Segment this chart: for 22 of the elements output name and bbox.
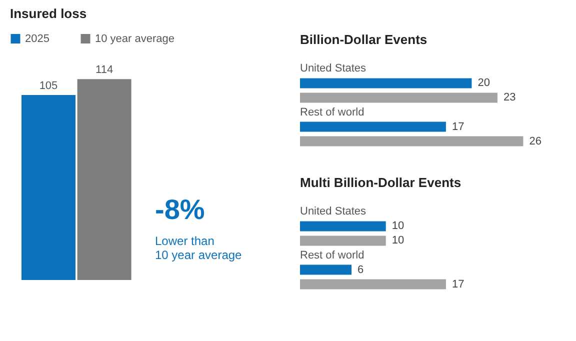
y-tick-label: United States — [300, 206, 367, 218]
chart-title: Multi Billion-Dollar Events — [300, 175, 462, 190]
data-label: 23 — [503, 92, 516, 104]
chart-title: Insured loss — [10, 6, 87, 21]
data-label: 114 — [96, 64, 114, 76]
y-tick-label: Rest of world — [300, 249, 364, 262]
chart-title: Billion-Dollar Events — [300, 32, 428, 47]
text: 10 year average — [155, 248, 242, 262]
data-label: 6 — [358, 264, 364, 276]
y-tick-label: Rest of world — [300, 106, 364, 118]
data-label: 17 — [452, 278, 464, 290]
data-label: 26 — [529, 135, 542, 148]
data-label: 17 — [452, 120, 464, 133]
data-label: 10 — [392, 234, 404, 247]
text: Lower than — [155, 234, 214, 248]
data-label: 105 — [39, 80, 58, 92]
legend-label: 10 year average — [95, 32, 174, 45]
legend-label: 2025 — [25, 32, 50, 45]
y-tick-label: United States — [300, 62, 367, 75]
data-label: 10 — [392, 220, 404, 232]
data-label: 20 — [478, 77, 490, 90]
text: -8% — [155, 194, 205, 225]
